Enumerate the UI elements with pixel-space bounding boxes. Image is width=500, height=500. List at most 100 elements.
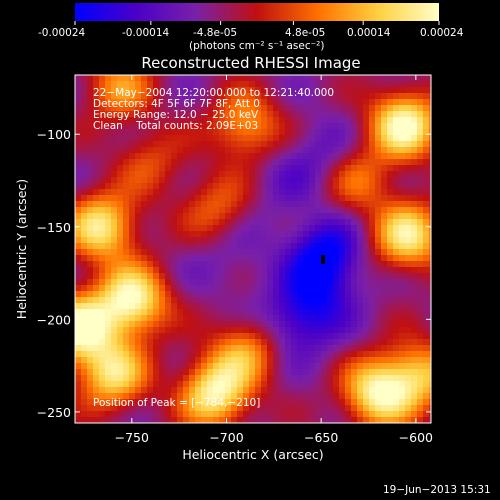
heatmap-cell: [357, 321, 364, 328]
heatmap-cell: [279, 177, 286, 184]
heatmap-cell: [429, 225, 431, 232]
heatmap-cell: [297, 303, 304, 310]
heatmap-cell: [111, 411, 118, 418]
heatmap-cell: [159, 387, 166, 394]
heatmap-cell: [327, 375, 334, 382]
heatmap-cell: [267, 357, 274, 364]
heatmap-cell: [267, 147, 274, 154]
heatmap-cell: [285, 93, 292, 100]
heatmap-cell: [267, 345, 274, 352]
heatmap-cell: [189, 201, 196, 208]
heatmap-cell: [99, 231, 106, 238]
heatmap-cell: [81, 219, 88, 226]
heatmap-cell: [327, 291, 334, 298]
heatmap-cell: [429, 183, 431, 190]
heatmap-cell: [201, 213, 208, 220]
heatmap-cell: [309, 357, 316, 364]
heatmap-cell: [237, 393, 244, 400]
heatmap-cell: [117, 333, 124, 340]
heatmap-cell: [393, 363, 400, 370]
heatmap-cell: [387, 405, 394, 412]
heatmap-cell: [381, 177, 388, 184]
heatmap-cell: [297, 345, 304, 352]
heatmap-cell: [423, 147, 430, 154]
heatmap-cell: [195, 291, 202, 298]
heatmap-cell: [81, 147, 88, 154]
heatmap-cell: [105, 351, 112, 358]
heatmap-cell: [81, 267, 88, 274]
heatmap-cell: [423, 405, 430, 412]
heatmap-cell: [255, 159, 262, 166]
heatmap-cell: [195, 411, 202, 418]
heatmap-cell: [213, 141, 220, 148]
heatmap-cell: [333, 177, 340, 184]
heatmap-cell: [303, 75, 310, 82]
heatmap-cell: [129, 387, 136, 394]
heatmap-cell: [87, 345, 94, 352]
heatmap-cell: [93, 327, 100, 334]
heatmap-cell: [171, 375, 178, 382]
heatmap-cell: [345, 159, 352, 166]
heatmap-cell: [423, 141, 430, 148]
heatmap-cell: [405, 111, 412, 118]
heatmap-cell: [339, 117, 346, 124]
heatmap-cell: [303, 297, 310, 304]
heatmap-cell: [255, 93, 262, 100]
colorbar-tick-label: -0.00014: [122, 27, 170, 39]
heatmap-cell: [165, 375, 172, 382]
timestamp: 19−Jun−2013 15:31: [383, 484, 491, 496]
heatmap-cell: [291, 243, 298, 250]
heatmap-cell: [237, 75, 244, 82]
heatmap-cell: [393, 201, 400, 208]
heatmap-cell: [405, 255, 412, 262]
heatmap-cell: [339, 195, 346, 202]
heatmap-cell: [411, 195, 418, 202]
heatmap-cell: [297, 153, 304, 160]
heatmap-cell: [123, 225, 130, 232]
heatmap-cell: [99, 393, 106, 400]
heatmap-cell: [273, 303, 280, 310]
heatmap-cell: [207, 219, 214, 226]
heatmap-cell: [309, 297, 316, 304]
heatmap-cell: [99, 159, 106, 166]
heatmap-cell: [237, 147, 244, 154]
heatmap-cell: [213, 189, 220, 196]
heatmap-cell: [387, 147, 394, 154]
heatmap-cell: [381, 75, 388, 82]
heatmap-cell: [75, 165, 82, 172]
heatmap-cell: [111, 321, 118, 328]
heatmap-cell: [255, 117, 262, 124]
heatmap-cell: [105, 405, 112, 412]
heatmap-cell: [225, 135, 232, 142]
heatmap-cell: [123, 171, 130, 178]
heatmap-cell: [237, 219, 244, 226]
heatmap-cell: [291, 135, 298, 142]
heatmap-cell: [399, 237, 406, 244]
heatmap-cell: [363, 333, 370, 340]
heatmap-cell: [93, 219, 100, 226]
heatmap-cell: [273, 225, 280, 232]
heatmap-cell: [249, 411, 256, 418]
heatmap-cell: [87, 339, 94, 346]
heatmap-cell: [357, 387, 364, 394]
heatmap-cell: [189, 315, 196, 322]
heatmap-cell: [417, 315, 424, 322]
heatmap-cell: [123, 195, 130, 202]
heatmap-cell: [315, 315, 322, 322]
heatmap-cell: [201, 321, 208, 328]
heatmap-cell: [267, 309, 274, 316]
heatmap-cell: [375, 345, 382, 352]
heatmap-cell: [357, 327, 364, 334]
heatmap-cell: [183, 249, 190, 256]
heatmap-cell: [129, 153, 136, 160]
heatmap-cell: [381, 213, 388, 220]
heatmap-cell: [177, 183, 184, 190]
heatmap-cell: [315, 213, 322, 220]
heatmap-cell: [81, 75, 88, 82]
heatmap-cell: [183, 321, 190, 328]
heatmap-cell: [351, 129, 358, 136]
heatmap-cell: [387, 309, 394, 316]
heatmap-cell: [387, 159, 394, 166]
heatmap-cell: [87, 243, 94, 250]
heatmap-cell: [105, 105, 112, 112]
